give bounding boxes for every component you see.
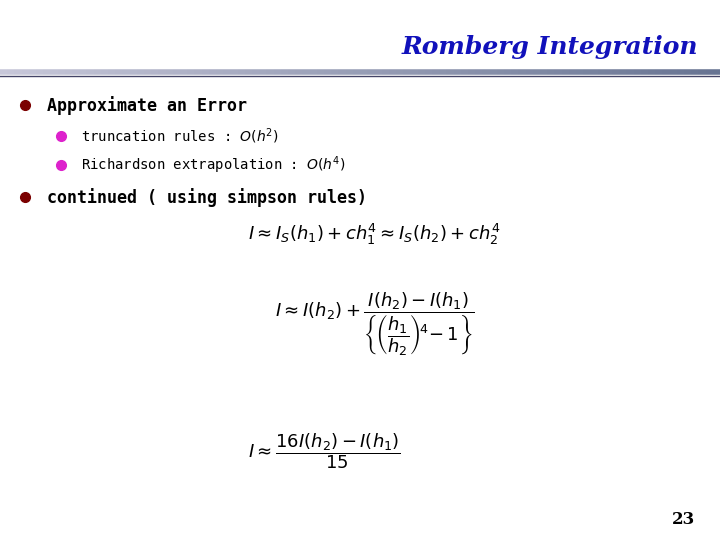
Text: Approximate an Error: Approximate an Error (47, 96, 247, 115)
Text: Romberg Integration: Romberg Integration (402, 35, 698, 59)
Text: Richardson extrapolation : $\mathit{O}(h^4)$: Richardson extrapolation : $\mathit{O}(h… (81, 154, 345, 176)
Text: $I \approx I(h_2)+\dfrac{I(h_2)-I(h_1)}{\left\{\!\left(\dfrac{h_1}{h_2}\right)^{: $I \approx I(h_2)+\dfrac{I(h_2)-I(h_1)}{… (274, 290, 474, 358)
Text: 23: 23 (672, 511, 695, 528)
Text: truncation rules : $\mathit{O}(h^2)$: truncation rules : $\mathit{O}(h^2)$ (81, 126, 279, 146)
Text: $I \approx \dfrac{16I(h_2)-I(h_1)}{15}$: $I \approx \dfrac{16I(h_2)-I(h_1)}{15}$ (248, 431, 400, 471)
Text: continued ( using simpson rules): continued ( using simpson rules) (47, 187, 366, 207)
Text: $I \approx I_S(h_1)+ch_1^4 \approx I_S(h_2)+ch_2^4$: $I \approx I_S(h_1)+ch_1^4 \approx I_S(h… (248, 222, 500, 247)
